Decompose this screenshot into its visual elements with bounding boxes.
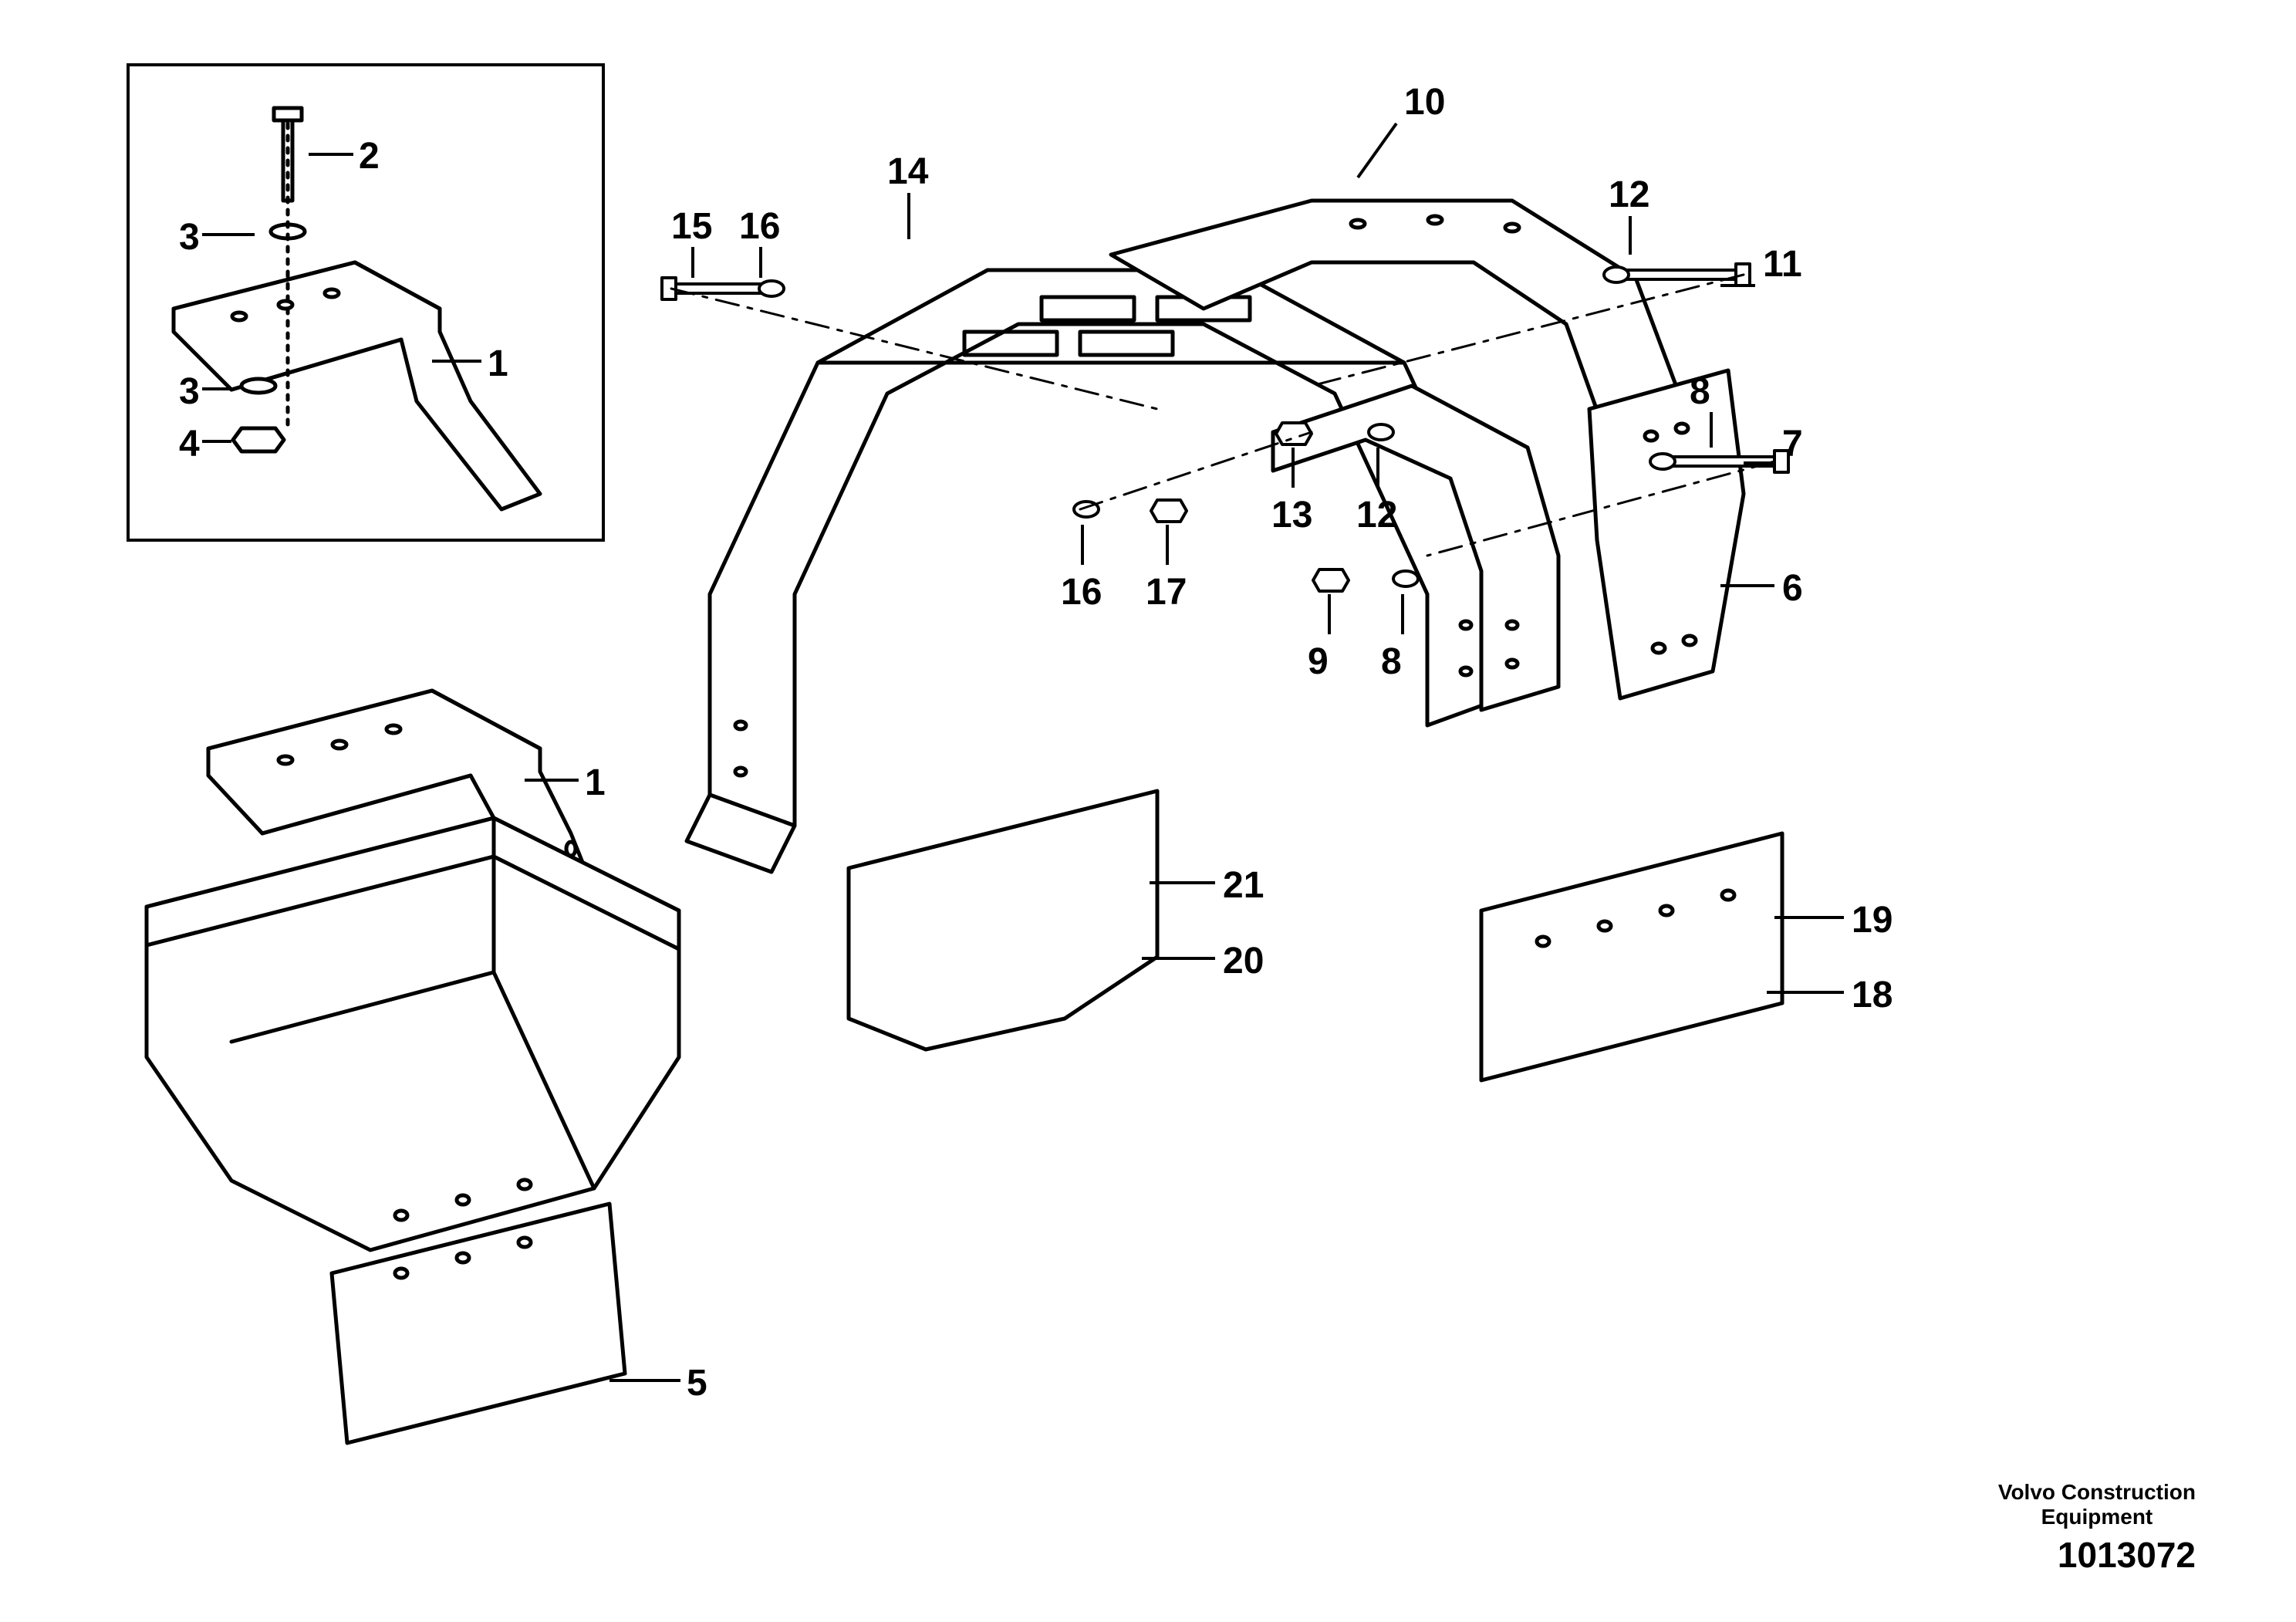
callout-2: 2 xyxy=(359,135,380,177)
callout-8: 8 xyxy=(1381,640,1402,683)
callout-12: 12 xyxy=(1609,174,1649,216)
callout-11: 11 xyxy=(1763,243,1802,286)
callout-18: 18 xyxy=(1852,974,1893,1016)
callout-15: 15 xyxy=(671,205,712,248)
leader-line xyxy=(1081,525,1084,565)
callout-16: 16 xyxy=(739,205,780,248)
leader-line xyxy=(1629,216,1632,255)
technical-diagram: 2334115151614101211161713128769821201918… xyxy=(0,0,2296,1622)
callout-20: 20 xyxy=(1223,940,1264,982)
leader-line xyxy=(432,360,481,363)
callout-7: 7 xyxy=(1782,423,1803,465)
leader-line xyxy=(1292,448,1295,488)
callout-4: 4 xyxy=(179,423,200,465)
callout-10: 10 xyxy=(1404,81,1445,123)
leader-line xyxy=(759,247,762,278)
callout-14: 14 xyxy=(887,150,928,193)
callout-17: 17 xyxy=(1146,571,1187,613)
leader-line xyxy=(1166,525,1169,565)
callout-6: 6 xyxy=(1782,567,1803,610)
brand-line2: Equipment xyxy=(1998,1505,2196,1529)
leader-line xyxy=(1328,594,1331,634)
callout-8: 8 xyxy=(1690,370,1710,413)
leader-line xyxy=(1774,916,1844,919)
brand-line1: Volvo Construction xyxy=(1998,1480,2196,1505)
callout-19: 19 xyxy=(1852,899,1893,941)
leader-line xyxy=(1150,881,1215,884)
leader-line xyxy=(202,440,231,443)
callout-1: 1 xyxy=(488,343,508,385)
leader-line xyxy=(202,233,255,236)
callout-16: 16 xyxy=(1061,571,1102,613)
leader-line xyxy=(1401,594,1404,634)
leader-line xyxy=(1767,991,1844,994)
callout-5: 5 xyxy=(687,1362,707,1404)
callout-9: 9 xyxy=(1308,640,1329,683)
brand-label: Volvo Construction Equipment xyxy=(1998,1480,2196,1529)
callout-3: 3 xyxy=(179,370,200,413)
leader-line xyxy=(907,193,910,239)
callout-1: 1 xyxy=(585,762,606,804)
leader-line xyxy=(1720,584,1774,587)
callout-13: 13 xyxy=(1271,494,1312,536)
leader-line xyxy=(1376,448,1379,488)
leader-line xyxy=(525,779,579,782)
leader-line xyxy=(609,1379,680,1382)
leader-line xyxy=(1142,957,1215,960)
leader-line xyxy=(1720,284,1755,287)
leader-line xyxy=(1744,461,1774,465)
leader-line xyxy=(202,387,231,390)
leader-line xyxy=(691,247,694,278)
callout-21: 21 xyxy=(1223,864,1264,907)
leader-line xyxy=(309,153,353,156)
drawing-id: 1013072 xyxy=(2058,1534,2196,1576)
callout-12: 12 xyxy=(1356,494,1397,536)
callout-3: 3 xyxy=(179,216,200,259)
leader-line xyxy=(1710,412,1713,448)
